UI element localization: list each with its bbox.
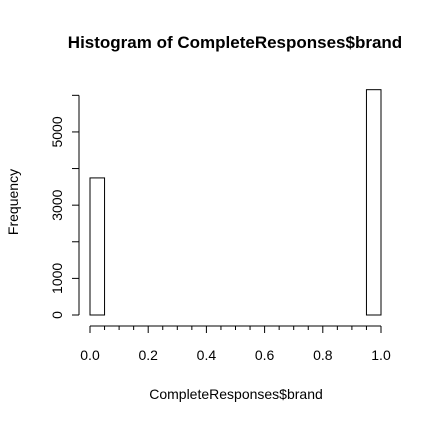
- bars-group: [89, 89, 382, 316]
- y-tick-label: 1000: [49, 263, 65, 294]
- x-tick-label: 0.6: [255, 347, 275, 363]
- x-tick-label: 0.0: [80, 347, 100, 363]
- x-tick-label: 1.0: [371, 347, 391, 363]
- x-axis: 0.0 0.2 0.4 0.6 0.8 1.0: [80, 325, 391, 363]
- x-axis-label: CompleteResponses$brand: [149, 386, 323, 402]
- x-tick-label: 0.2: [138, 347, 158, 363]
- x-tick-label: 0.8: [313, 347, 333, 363]
- y-axis-label: Frequency: [5, 169, 21, 235]
- y-axis: 0 1000 3000 5000: [49, 94, 80, 319]
- y-tick-label: 3000: [49, 189, 65, 220]
- y-tick-label: 5000: [49, 116, 65, 147]
- chart-title: Histogram of CompleteResponses$brand: [68, 33, 402, 52]
- y-tick-label: 0: [49, 311, 65, 319]
- histogram-bar: [89, 177, 106, 316]
- histogram-bar: [365, 89, 382, 316]
- x-tick-label: 0.4: [197, 347, 217, 363]
